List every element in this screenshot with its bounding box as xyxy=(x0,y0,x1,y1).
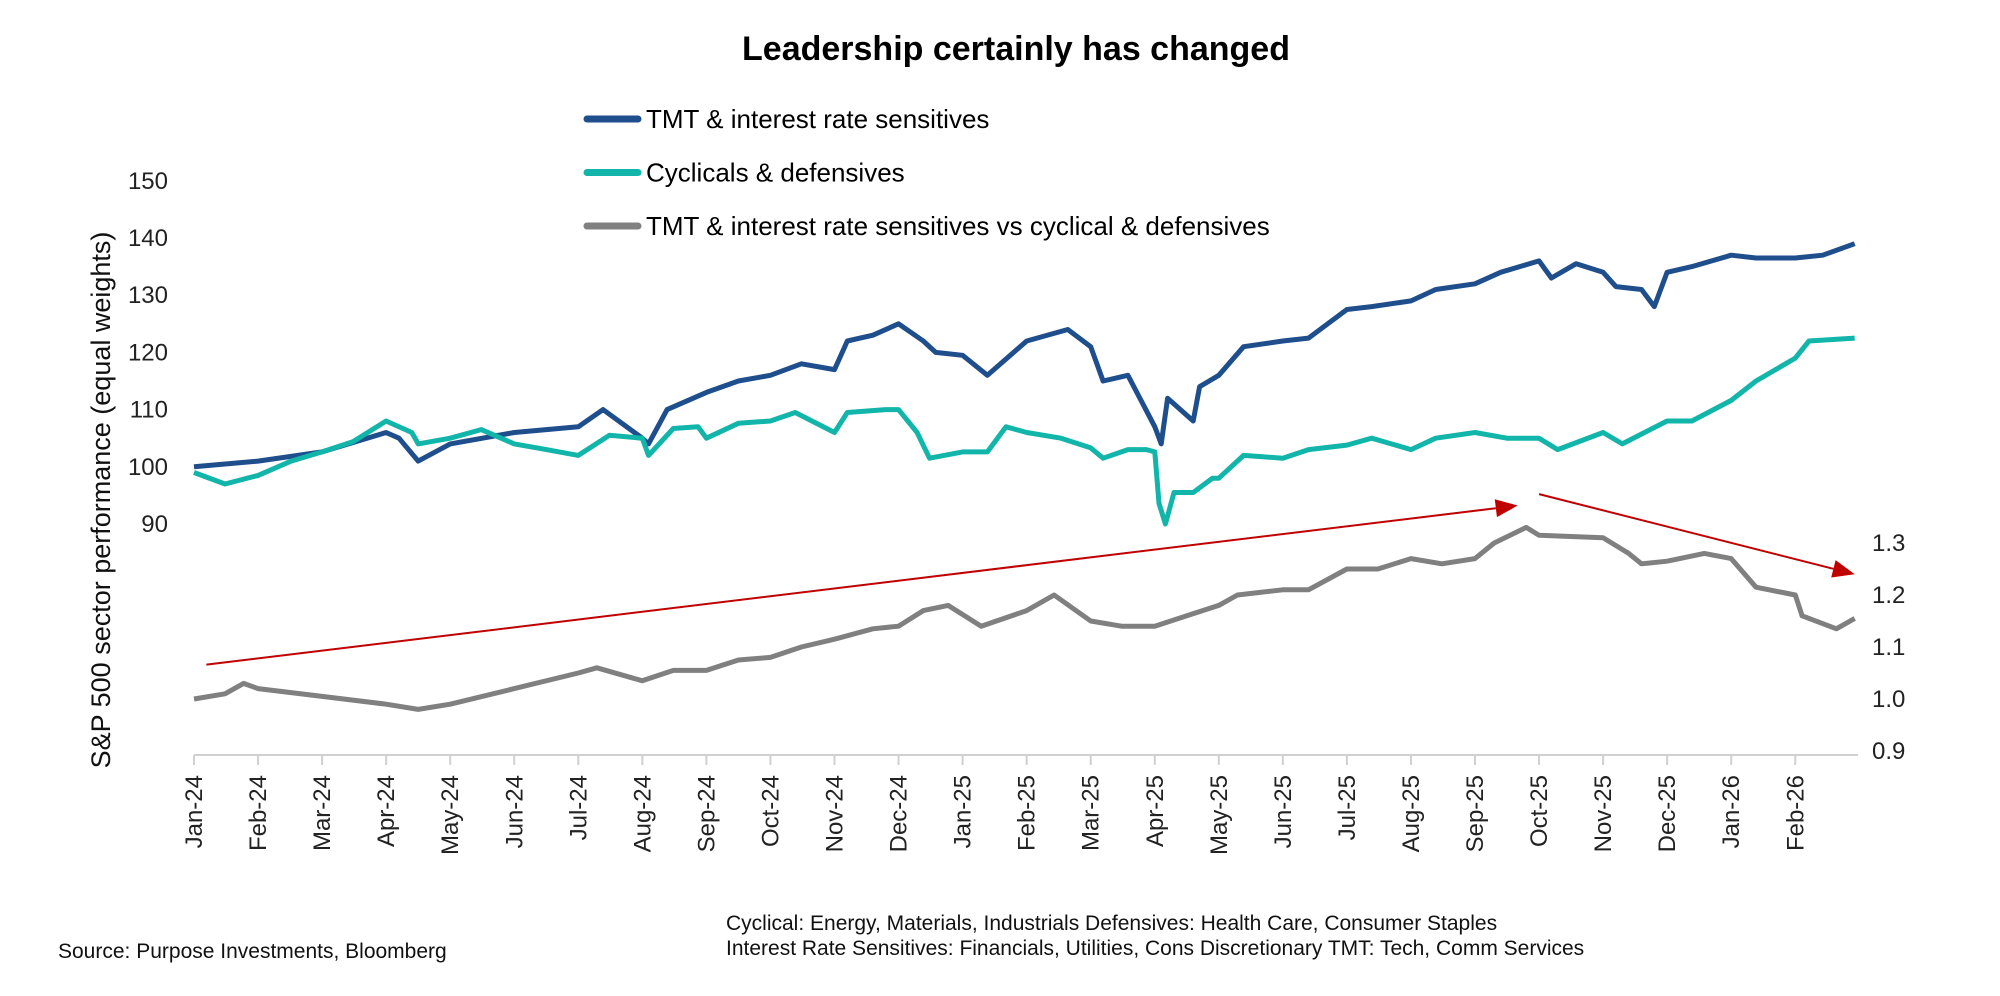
y2-tick-label: 1.2 xyxy=(1872,582,1905,609)
x-tick-label: Jul-25 xyxy=(1334,775,1361,840)
y-tick-label: 150 xyxy=(128,168,168,195)
x-tick-label: May-24 xyxy=(437,775,464,855)
y-tick-label: 140 xyxy=(128,225,168,252)
series-group xyxy=(193,241,1856,712)
legend-label: Cyclicals & defensives xyxy=(646,158,905,188)
chart-title: Leadership certainly has changed xyxy=(742,30,1290,68)
x-tick-label: Jul-24 xyxy=(565,775,592,840)
y-tick-label: 90 xyxy=(141,511,168,538)
x-tick-label: Jan-24 xyxy=(181,775,208,848)
x-tick-label: Feb-25 xyxy=(1014,775,1041,851)
definition-note-1: Cyclical: Energy, Materials, Industrials… xyxy=(726,912,1498,935)
trend-arrow-line xyxy=(206,507,1496,666)
definition-note-2: Interest Rate Sensitives: Financials, Ut… xyxy=(726,937,1585,960)
trend-arrow-line xyxy=(1538,493,1834,570)
y-tick-label: 100 xyxy=(128,454,168,481)
y-tick-label: 110 xyxy=(130,397,168,424)
x-tick-label: Jun-25 xyxy=(1270,775,1297,848)
x-tick-label: Sep-25 xyxy=(1462,775,1489,852)
x-tick-label: Nov-25 xyxy=(1590,775,1617,852)
x-tick-label: Apr-24 xyxy=(373,775,400,847)
x-tick-label: Mar-25 xyxy=(1078,775,1105,851)
x-tick-label: Feb-24 xyxy=(245,775,272,851)
source-note: Source: Purpose Investments, Bloomberg xyxy=(58,940,447,963)
y-axis-left: 90 100 110 120 130 140 150 xyxy=(128,168,168,538)
arrowhead-icon xyxy=(1831,560,1855,578)
y2-tick-label: 1.3 xyxy=(1872,530,1905,557)
x-tick-label: Oct-24 xyxy=(757,775,784,847)
legend: TMT & interest rate sensitives Cyclicals … xyxy=(583,104,1270,241)
series-line-1 xyxy=(193,335,1855,527)
legend-label: TMT & interest rate sensitives xyxy=(646,104,989,134)
y-axis-right: 0.9 1.0 1.1 1.2 1.3 xyxy=(1872,530,1905,765)
legend-label: TMT & interest rate sensitives vs cyclic… xyxy=(646,211,1270,241)
y-tick-label: 120 xyxy=(128,339,168,366)
x-tick-label: Dec-24 xyxy=(886,775,913,852)
x-tick-label: Jun-24 xyxy=(501,775,528,848)
x-tick-label: Feb-26 xyxy=(1782,775,1809,851)
x-tick-label: Jan-25 xyxy=(950,775,977,848)
x-tick-label: Oct-25 xyxy=(1526,775,1553,847)
x-tick-label: May-25 xyxy=(1206,775,1233,855)
y2-tick-label: 1.0 xyxy=(1872,686,1905,713)
arrowhead-icon xyxy=(1494,499,1518,518)
x-axis: Jan-24 Feb-24 Mar-24 Apr-24 May-24 Jun-24 Jul-… xyxy=(181,755,1809,855)
series-line-0 xyxy=(193,241,1856,470)
series-line-2 xyxy=(193,524,1856,712)
y2-tick-label: 0.9 xyxy=(1872,738,1905,765)
x-tick-label: Aug-25 xyxy=(1398,775,1425,852)
y-tick-label: 130 xyxy=(128,282,168,309)
x-tick-label: Jan-26 xyxy=(1718,775,1745,848)
x-tick-label: Apr-25 xyxy=(1142,775,1169,847)
y-axis-label: S&P 500 sector performance (equal weight… xyxy=(86,232,116,769)
x-tick-label: Mar-24 xyxy=(309,775,336,851)
annotations xyxy=(206,493,1855,666)
y2-tick-label: 1.1 xyxy=(1872,634,1905,661)
x-tick-label: Aug-24 xyxy=(629,775,656,852)
x-tick-label: Nov-24 xyxy=(822,775,849,852)
x-tick-label: Sep-24 xyxy=(693,775,720,852)
x-tick-label: Dec-25 xyxy=(1654,775,1681,852)
